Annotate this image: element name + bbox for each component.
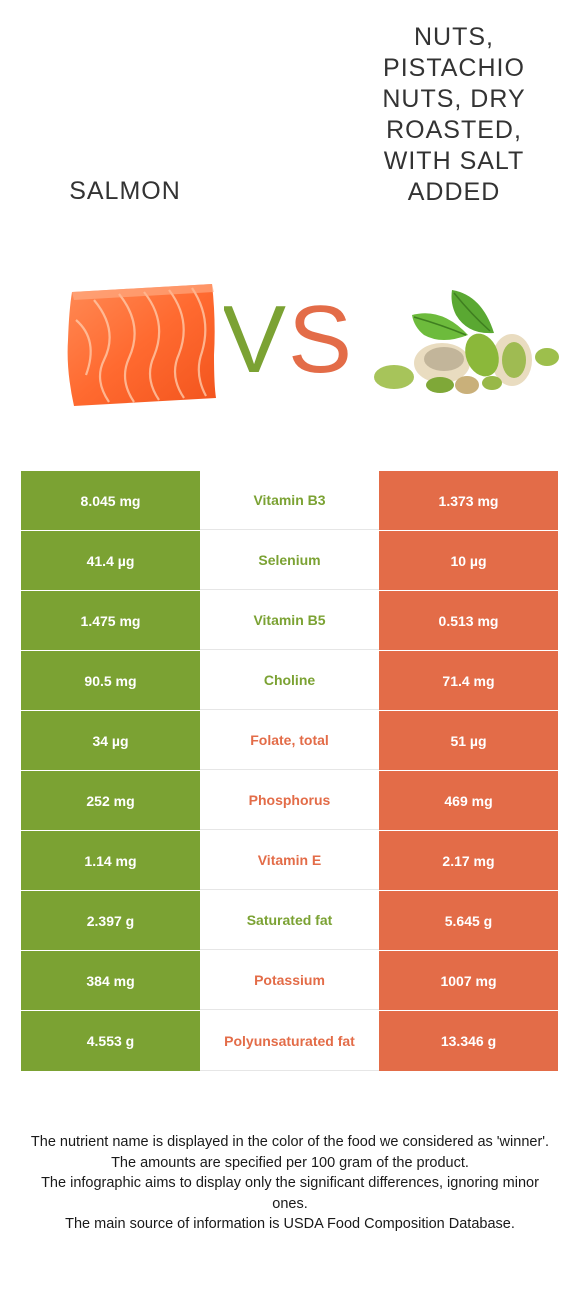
table-row: 384 mg Potassium 1007 mg (21, 951, 558, 1011)
right-value-cell: 13.346 g (379, 1011, 558, 1071)
left-value-cell: 252 mg (21, 771, 200, 830)
left-value-cell: 1.475 mg (21, 591, 200, 650)
left-value-cell: 384 mg (21, 951, 200, 1010)
table-row: 8.045 mg Vitamin B3 1.373 mg (21, 471, 558, 531)
nutrient-name-cell: Vitamin B5 (200, 591, 379, 650)
salmon-image (67, 284, 216, 406)
table-row: 2.397 g Saturated fat 5.645 g (21, 891, 558, 951)
right-value-cell: 469 mg (379, 771, 558, 830)
left-value-cell: 8.045 mg (21, 471, 200, 530)
left-value-cell: 4.553 g (21, 1011, 200, 1071)
table-row: 41.4 µg Selenium 10 µg (21, 531, 558, 591)
right-food-title: Nuts, pistachio nuts, dry roasted, with … (382, 23, 526, 206)
table-row: 1.475 mg Vitamin B5 0.513 mg (21, 591, 558, 651)
footer-line: The nutrient name is displayed in the co… (30, 1134, 550, 1150)
vs-label: V S (224, 288, 352, 380)
comparison-table: 8.045 mg Vitamin B3 1.373 mg 41.4 µg Seleniu… (21, 471, 558, 1071)
table-row: 90.5 mg Choline 71.4 mg (21, 651, 558, 711)
right-value-cell: 1007 mg (379, 951, 558, 1010)
right-value-cell: 51 µg (379, 711, 558, 770)
table-row: 4.553 g Polyunsaturated fat 13.346 g (21, 1011, 558, 1071)
nutrient-name-cell: Selenium (200, 531, 379, 590)
right-value-cell: 1.373 mg (379, 471, 558, 530)
footer-line: The amounts are specified per 100 gram o… (111, 1154, 469, 1171)
nutrient-name-cell: Vitamin E (200, 831, 379, 890)
left-value-cell: 34 µg (21, 711, 200, 770)
right-value-cell: 0.513 mg (379, 591, 558, 650)
pistachio-image (374, 290, 559, 394)
nutrient-name-cell: Folate, total (200, 711, 379, 770)
left-food-title: Salmon (69, 177, 181, 205)
nutrient-name-cell: Potassium (200, 951, 379, 1010)
nutrient-name-cell: Phosphorus (200, 771, 379, 830)
footer-line: The main source of information is USDA F… (65, 1216, 515, 1232)
nutrient-name-cell: Vitamin B3 (200, 471, 379, 530)
right-value-cell: 10 µg (379, 531, 558, 590)
footer-notes: The nutrient name is displayed in the co… (30, 1132, 550, 1235)
footer-line: The infographic aims to display only the… (41, 1175, 539, 1212)
right-value-cell: 71.4 mg (379, 651, 558, 710)
nutrient-name-cell: Polyunsaturated fat (200, 1011, 379, 1071)
left-value-cell: 1.14 mg (21, 831, 200, 890)
left-value-cell: 90.5 mg (21, 651, 200, 710)
nutrient-name-cell: Choline (200, 651, 379, 710)
table-row: 252 mg Phosphorus 469 mg (21, 771, 558, 831)
left-value-cell: 2.397 g (21, 891, 200, 950)
left-value-cell: 41.4 µg (21, 531, 200, 590)
right-value-cell: 2.17 mg (379, 831, 558, 890)
table-row: 1.14 mg Vitamin E 2.17 mg (21, 831, 558, 891)
table-row: 34 µg Folate, total 51 µg (21, 711, 558, 771)
right-value-cell: 5.645 g (379, 891, 558, 950)
nutrient-name-cell: Saturated fat (200, 891, 379, 950)
vs-v-letter: V (224, 288, 286, 380)
vs-s-letter: S (288, 288, 352, 380)
